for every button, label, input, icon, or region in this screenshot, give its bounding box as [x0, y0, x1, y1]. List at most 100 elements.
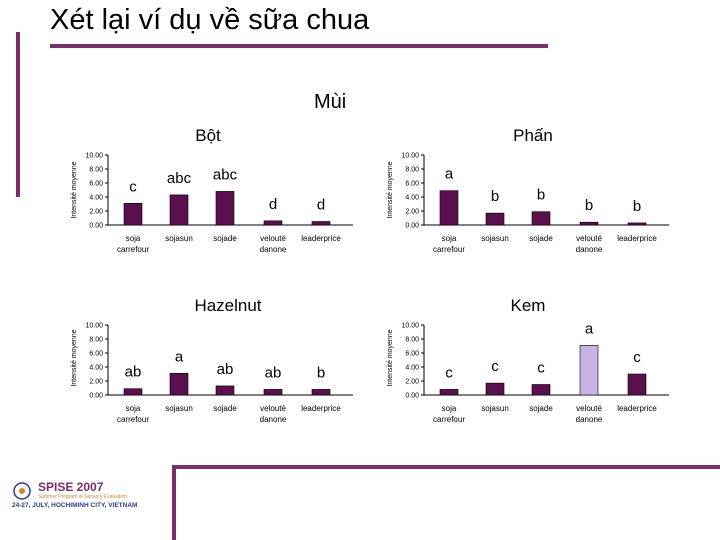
y-axis-label: Intensité moyenne: [71, 161, 78, 218]
bar: [439, 389, 459, 396]
y-tick-label: 4.00: [89, 195, 103, 202]
significance-letter: c: [633, 349, 641, 366]
title-underline: [50, 44, 548, 48]
y-tick-label: 2.00: [405, 209, 419, 216]
logo-emblem-icon: [13, 482, 31, 500]
y-axis-label: Intensité moyenne: [71, 329, 78, 386]
category-label: leaderprice: [301, 404, 341, 413]
logo-date: 24-27, JULY, HOCHIMINH CITY, VIETNAM: [12, 502, 138, 509]
category-label: sojade: [213, 234, 237, 243]
section-heading: Mùi: [314, 91, 347, 113]
category-label: velouté danone: [260, 234, 287, 254]
bar: [627, 373, 647, 396]
significance-letter: c: [445, 364, 453, 381]
y-tick-label: 0.00: [89, 393, 103, 400]
category-label: velouté danone: [260, 404, 287, 424]
y-tick-label: 4.00: [89, 365, 103, 372]
category-label: sojasun: [165, 404, 193, 413]
significance-letter: b: [317, 364, 325, 381]
bar: [485, 382, 505, 396]
bar: [263, 389, 283, 396]
significance-letter: b: [491, 188, 499, 205]
y-tick-label: 2.00: [89, 209, 103, 216]
bar: [123, 388, 143, 396]
y-tick-label: 6.00: [405, 181, 419, 188]
significance-letter: ab: [265, 364, 282, 381]
bar: [531, 211, 551, 226]
significance-letter: b: [633, 198, 641, 215]
slide-title: Xét lại ví dụ về sữa chua: [50, 4, 370, 36]
category-label: leaderprice: [617, 404, 657, 413]
logo-title: SPISE 2007: [38, 480, 104, 494]
bar: [579, 344, 599, 396]
bar: [627, 222, 647, 226]
significance-letter: ab: [217, 361, 234, 378]
category-label: sojasun: [481, 404, 509, 413]
significance-letter: a: [175, 348, 184, 365]
significance-letter: c: [537, 360, 545, 377]
category-label: velouté danone: [576, 404, 603, 424]
category-label: soja carrefour: [117, 234, 149, 254]
significance-letter: ab: [125, 364, 142, 381]
bar: [531, 384, 551, 396]
bar: [215, 385, 235, 396]
y-tick-label: 4.00: [405, 365, 419, 372]
y-tick-label: 10.00: [85, 323, 103, 330]
bar: [311, 221, 331, 226]
bar: [439, 190, 459, 226]
y-tick-label: 6.00: [89, 181, 103, 188]
category-label: soja carrefour: [117, 404, 149, 424]
significance-letter: d: [317, 197, 325, 214]
y-tick-label: 8.00: [89, 167, 103, 174]
bar: [215, 191, 235, 226]
significance-letter: c: [491, 358, 499, 375]
bar: [169, 372, 189, 396]
significance-letter: abc: [167, 170, 192, 187]
accent-bar-left: [16, 32, 20, 197]
spise-logo: SPISE 2007 Summer Program in Sensory Eva…: [8, 480, 168, 536]
y-tick-label: 8.00: [89, 337, 103, 344]
y-tick-label: 0.00: [405, 223, 419, 230]
category-label: sojade: [213, 404, 237, 413]
y-tick-label: 8.00: [405, 337, 419, 344]
bar: [311, 389, 331, 396]
bar: [263, 220, 283, 226]
bar: [579, 221, 599, 226]
category-label: sojasun: [481, 234, 509, 243]
chart-title: Bột: [195, 126, 221, 145]
y-tick-label: 8.00: [405, 167, 419, 174]
bar: [123, 203, 143, 226]
y-tick-label: 0.00: [405, 393, 419, 400]
category-label: velouté danone: [576, 234, 603, 254]
significance-letter: b: [585, 197, 593, 214]
significance-letter: abc: [213, 166, 238, 183]
y-tick-label: 0.00: [89, 223, 103, 230]
significance-letter: a: [585, 320, 594, 337]
significance-letter: c: [129, 178, 137, 195]
chart-title: Phấn: [513, 126, 553, 145]
y-tick-label: 2.00: [89, 379, 103, 386]
category-label: sojasun: [165, 234, 193, 243]
category-label: sojade: [529, 234, 553, 243]
significance-letter: d: [269, 196, 277, 213]
category-label: leaderprice: [301, 234, 341, 243]
y-tick-label: 10.00: [85, 153, 103, 160]
significance-letter: a: [445, 166, 454, 183]
y-tick-label: 6.00: [89, 351, 103, 358]
chart-title: Kem: [511, 296, 546, 315]
category-label: leaderprice: [617, 234, 657, 243]
category-label: soja carrefour: [433, 234, 465, 254]
bar: [485, 212, 505, 226]
y-axis-label: Intensité moyenne: [387, 329, 394, 386]
significance-letter: b: [537, 187, 545, 204]
accent-bar-bottom-horizontal: [172, 465, 720, 469]
y-tick-label: 6.00: [405, 351, 419, 358]
logo-subtitle: Summer Program in Sensory Evaluation: [38, 494, 128, 500]
y-tick-label: 4.00: [405, 195, 419, 202]
y-tick-label: 10.00: [401, 323, 419, 330]
accent-bar-bottom-vertical: [172, 465, 176, 540]
y-tick-label: 10.00: [401, 153, 419, 160]
chart-title: Hazelnut: [194, 296, 261, 315]
bar: [169, 194, 189, 226]
